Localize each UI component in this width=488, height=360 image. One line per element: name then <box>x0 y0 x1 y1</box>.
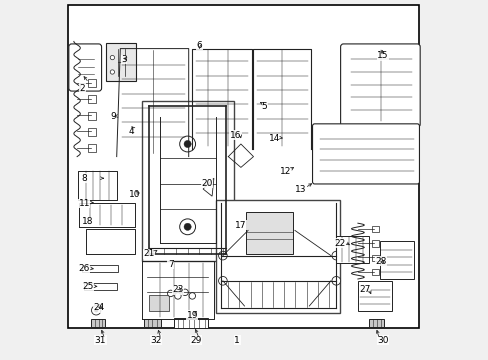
Polygon shape <box>203 178 213 196</box>
Text: 2: 2 <box>80 84 85 93</box>
Text: 6: 6 <box>196 40 202 49</box>
Bar <box>88 144 96 152</box>
Bar <box>246 212 292 254</box>
Circle shape <box>331 276 340 285</box>
Bar <box>91 319 105 327</box>
Text: 20: 20 <box>201 179 212 188</box>
Bar <box>68 5 418 328</box>
Text: 11: 11 <box>79 199 90 208</box>
Text: 17: 17 <box>235 220 246 230</box>
Bar <box>371 269 379 275</box>
Bar <box>215 200 339 313</box>
Text: 29: 29 <box>190 336 201 345</box>
Bar <box>336 236 368 263</box>
Text: 31: 31 <box>95 336 106 345</box>
Text: 26: 26 <box>79 264 90 273</box>
Bar <box>81 265 118 272</box>
Text: 27: 27 <box>359 285 370 294</box>
Text: 7: 7 <box>167 260 173 269</box>
Bar <box>379 241 413 279</box>
Circle shape <box>179 219 195 235</box>
Circle shape <box>183 223 191 230</box>
Bar <box>88 79 96 87</box>
Circle shape <box>183 140 191 148</box>
Circle shape <box>167 290 174 297</box>
Text: 23: 23 <box>172 285 183 294</box>
Circle shape <box>179 136 195 152</box>
Text: 18: 18 <box>82 217 94 226</box>
Bar <box>174 318 208 328</box>
Text: 24: 24 <box>93 303 104 312</box>
Bar <box>368 319 383 327</box>
Circle shape <box>189 293 195 299</box>
Text: 13: 13 <box>294 184 305 194</box>
Circle shape <box>331 251 340 260</box>
Bar <box>371 255 379 261</box>
Bar <box>88 112 96 120</box>
Bar <box>106 43 136 81</box>
Bar <box>357 281 391 311</box>
Bar <box>371 226 379 232</box>
Circle shape <box>218 276 227 285</box>
Bar <box>371 240 379 247</box>
Circle shape <box>110 70 114 74</box>
Bar <box>84 283 117 290</box>
Text: 32: 32 <box>150 336 162 345</box>
Text: 12: 12 <box>280 166 291 175</box>
Bar <box>142 101 233 261</box>
Text: 1: 1 <box>234 336 240 345</box>
Circle shape <box>218 251 227 260</box>
Text: 22: 22 <box>334 238 345 248</box>
Text: 9: 9 <box>110 112 116 121</box>
Text: 14: 14 <box>269 134 280 143</box>
Bar <box>88 95 96 103</box>
Bar <box>88 128 96 136</box>
Circle shape <box>110 55 114 60</box>
Text: 3: 3 <box>121 55 126 64</box>
Text: 10: 10 <box>129 190 140 199</box>
Text: 4: 4 <box>128 127 134 136</box>
Circle shape <box>94 309 98 312</box>
Bar <box>149 295 168 311</box>
Circle shape <box>91 306 101 315</box>
Text: 15: 15 <box>377 51 388 60</box>
Text: 25: 25 <box>82 282 93 291</box>
Text: 8: 8 <box>81 174 87 183</box>
FancyBboxPatch shape <box>69 44 102 91</box>
Text: 21: 21 <box>143 249 155 258</box>
Text: 5: 5 <box>261 102 266 111</box>
Text: 19: 19 <box>186 310 198 320</box>
Bar <box>143 319 161 327</box>
Text: 30: 30 <box>377 336 388 345</box>
FancyBboxPatch shape <box>340 44 419 127</box>
FancyBboxPatch shape <box>312 124 419 184</box>
Circle shape <box>182 289 188 296</box>
Circle shape <box>174 293 181 299</box>
Text: 16: 16 <box>229 130 241 139</box>
Text: 28: 28 <box>375 256 386 265</box>
